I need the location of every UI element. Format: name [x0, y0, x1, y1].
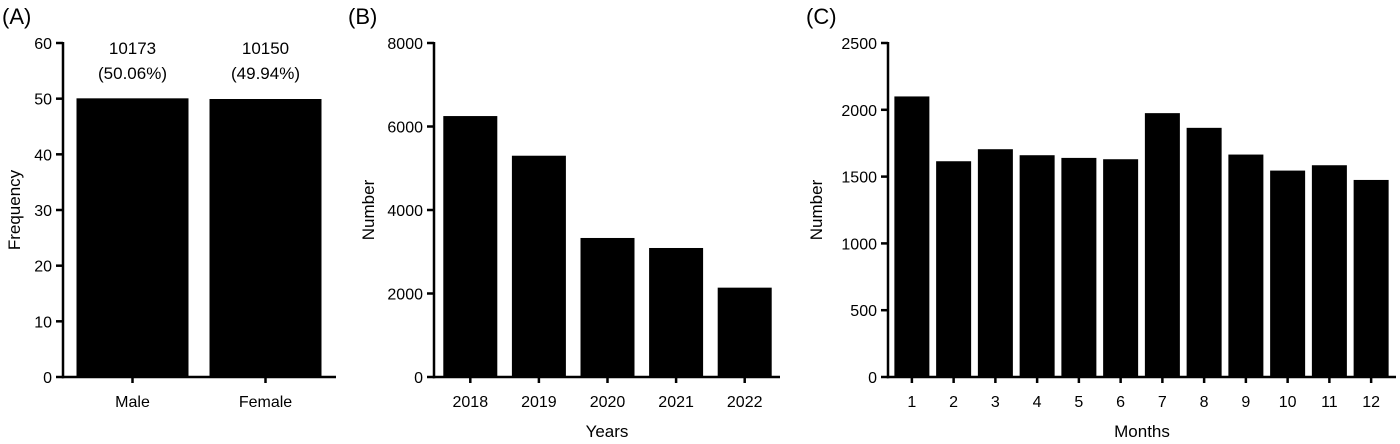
panel-2-y-axis-title: Number	[359, 179, 378, 240]
panel-3-bar-7	[1144, 113, 1180, 377]
panel-2-letter: (B)	[348, 4, 377, 29]
panel-2-xtick-label-2022: 2022	[727, 394, 763, 411]
panel-2-x-axis-title: Years	[586, 422, 629, 439]
panel-3-x-axis-title: Months	[1114, 422, 1170, 439]
panel-3-bar-5	[1061, 157, 1097, 377]
panel-2-bar-2022	[717, 287, 772, 377]
panel-2-bar-2018	[443, 116, 498, 377]
panel-3-xtick-label-3: 3	[991, 394, 1000, 411]
panel-3-xtick-label-7: 7	[1158, 394, 1167, 411]
panel-3-letter: (C)	[806, 4, 837, 29]
panel-3-bar-6	[1103, 159, 1139, 377]
panel-1-xtick-label-male: Male	[115, 394, 150, 411]
panel-1-ytick-label-40: 40	[34, 147, 52, 164]
panel-3-ytick-label-0: 0	[868, 370, 877, 387]
panel-1-ytick-label-20: 20	[34, 259, 52, 276]
panel-1-bar-male	[76, 98, 189, 377]
panel-3-ytick-label-500: 500	[850, 303, 877, 320]
panel-3-xtick-label-9: 9	[1241, 394, 1250, 411]
panel-3-ytick-label-2500: 2500	[841, 36, 877, 53]
panel-3-xtick-label-11: 11	[1321, 394, 1338, 411]
panel-2-xtick-label-2018: 2018	[453, 394, 489, 411]
panel-2-xtick-label-2020: 2020	[590, 394, 626, 411]
panel-3-bar-1	[894, 96, 930, 377]
panel-3-xtick-label-5: 5	[1074, 394, 1083, 411]
panel-3-xtick-label-12: 12	[1362, 394, 1380, 411]
panel-1-data-label-female-1: 10150	[242, 39, 289, 58]
panel-1-ytick-label-30: 30	[34, 203, 52, 220]
panel-3-xtick-label-10: 10	[1279, 394, 1297, 411]
panel-3-bar-8	[1186, 127, 1222, 377]
panel-3-bar-4	[1019, 155, 1055, 377]
panel-1-data-label-male-1: 10173	[109, 39, 156, 58]
panel-3-ytick-label-2000: 2000	[841, 103, 877, 120]
panel-3-bar-9	[1228, 154, 1264, 377]
panel-2-bar-2021	[649, 247, 704, 377]
panel-2-ytick-label-8000: 8000	[387, 36, 423, 53]
panel-1-letter: (A)	[2, 4, 31, 29]
panel-2-xtick-label-2019: 2019	[521, 394, 557, 411]
panel-1-ytick-label-60: 60	[34, 36, 52, 53]
panel-3-xtick-label-2: 2	[949, 394, 958, 411]
panel-3-y-axis-title: Number	[807, 179, 826, 240]
panel-3-xtick-label-8: 8	[1200, 394, 1209, 411]
panel-1-y-axis-title: Frequency	[5, 169, 24, 250]
panel-2-ytick-label-6000: 6000	[387, 120, 423, 137]
panel-3-bar-12	[1353, 179, 1389, 377]
panel-1-xtick-label-female: Female	[239, 394, 292, 411]
panel-3-bar-11	[1311, 165, 1347, 377]
panel-3-bar-3	[977, 149, 1013, 377]
panel-1-bar-female	[209, 99, 322, 377]
panel-2-bar-2020	[580, 237, 635, 377]
panel-3-bar-2	[936, 161, 972, 377]
panel-2-ytick-label-2000: 2000	[387, 287, 423, 304]
panel-2-xtick-label-2021: 2021	[658, 394, 694, 411]
panel-1-data-label-male-2: (50.06%)	[98, 64, 167, 83]
panel-1-ytick-label-10: 10	[34, 314, 52, 331]
panel-3-xtick-label-4: 4	[1033, 394, 1042, 411]
panel-3-xtick-label-1: 1	[907, 394, 916, 411]
panel-3-xtick-label-6: 6	[1116, 394, 1125, 411]
panel-1-ytick-label-0: 0	[43, 370, 52, 387]
panel-3-ytick-label-1500: 1500	[841, 170, 877, 187]
panel-3-ytick-label-1000: 1000	[841, 236, 877, 253]
panel-1-data-label-female-2: (49.94%)	[231, 64, 300, 83]
panel-2-bar-2019	[511, 155, 566, 377]
panel-1-ytick-label-50: 50	[34, 92, 52, 109]
panel-2-ytick-label-4000: 4000	[387, 203, 423, 220]
panel-3-bar-10	[1270, 170, 1306, 377]
panel-2-ytick-label-0: 0	[414, 370, 423, 387]
